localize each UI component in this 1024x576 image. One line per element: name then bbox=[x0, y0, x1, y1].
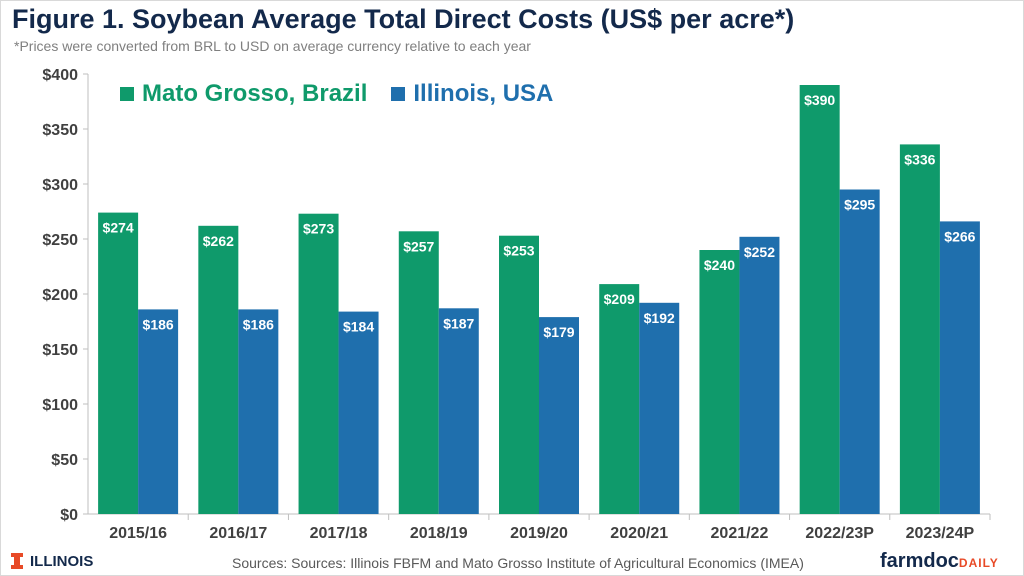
data-label-brazil: $240 bbox=[704, 257, 735, 273]
chart-legend: Mato Grosso, Brazil Illinois, USA bbox=[120, 80, 553, 108]
y-tick-label: $250 bbox=[42, 232, 78, 249]
chart-subtitle: *Prices were converted from BRL to USD o… bbox=[14, 38, 531, 54]
data-label-brazil: $390 bbox=[804, 92, 835, 108]
y-tick-label: $100 bbox=[42, 397, 78, 414]
x-tick-label: 2017/18 bbox=[310, 525, 368, 542]
chart-title: Figure 1. Soybean Average Total Direct C… bbox=[12, 4, 795, 34]
data-label-illinois: $266 bbox=[944, 228, 975, 244]
y-tick-label: $150 bbox=[42, 342, 78, 359]
bar-brazil bbox=[398, 231, 439, 515]
data-label-brazil: $274 bbox=[103, 220, 134, 236]
bar-brazil bbox=[98, 212, 139, 514]
data-label-illinois: $179 bbox=[543, 324, 574, 340]
y-tick-label: $200 bbox=[42, 287, 78, 304]
legend-label-brazil: Mato Grosso, Brazil bbox=[142, 80, 368, 107]
bar-illinois bbox=[739, 236, 780, 515]
bar-illinois bbox=[138, 309, 179, 514]
bar-brazil bbox=[599, 284, 640, 514]
bar-brazil bbox=[699, 250, 740, 514]
x-tick-label: 2019/20 bbox=[510, 525, 568, 542]
farmdoc-daily-logo: farmdocDAILY bbox=[880, 550, 999, 573]
y-tick-label: $300 bbox=[42, 177, 78, 194]
bar-illinois bbox=[338, 311, 379, 514]
bar-brazil bbox=[499, 235, 539, 514]
block-i-icon bbox=[11, 553, 23, 569]
data-label-brazil: $262 bbox=[203, 233, 234, 249]
bar-brazil bbox=[298, 213, 339, 514]
x-tick-label: 2016/17 bbox=[209, 525, 267, 542]
x-tick-label: 2021/22 bbox=[711, 525, 769, 542]
legend-item-illinois: Illinois, USA bbox=[391, 80, 553, 108]
y-tick-label: $0 bbox=[60, 507, 78, 524]
bar-illinois bbox=[839, 189, 880, 514]
data-label-illinois: $186 bbox=[143, 316, 174, 332]
y-tick-label: $350 bbox=[42, 122, 78, 139]
bar-illinois bbox=[939, 221, 980, 514]
data-label-illinois: $184 bbox=[343, 319, 374, 335]
bar-illinois bbox=[539, 317, 579, 514]
brand-small-text: DAILY bbox=[958, 556, 999, 570]
data-label-illinois: $187 bbox=[443, 315, 474, 331]
source-note: Sources: Sources: Illinois FBFM and Mato… bbox=[232, 555, 804, 571]
data-label-illinois: $192 bbox=[644, 310, 675, 326]
bar-illinois bbox=[238, 309, 279, 514]
legend-swatch-brazil bbox=[120, 87, 134, 101]
bar-brazil bbox=[799, 85, 840, 514]
y-tick-label: $400 bbox=[42, 67, 78, 84]
legend-swatch-illinois bbox=[391, 87, 406, 101]
brand-main-text: farmdoc bbox=[880, 550, 959, 572]
data-label-brazil: $273 bbox=[303, 221, 334, 237]
data-label-brazil: $336 bbox=[904, 151, 935, 167]
x-tick-label: 2020/21 bbox=[610, 525, 668, 542]
data-label-illinois: $186 bbox=[243, 316, 274, 332]
data-label-illinois: $252 bbox=[744, 244, 775, 260]
bar-brazil bbox=[198, 225, 239, 515]
data-label-illinois: $295 bbox=[844, 197, 875, 213]
chart-axes: $0 $50 $100 $150 $200 $250 $300 $350 $400 bbox=[42, 67, 991, 524]
illinois-logo: ILLINOIS bbox=[10, 552, 93, 570]
legend-label-illinois: Illinois, USA bbox=[413, 80, 554, 107]
x-tick-label: 2018/19 bbox=[410, 525, 468, 542]
bar-illinois bbox=[639, 302, 680, 514]
data-label-brazil: $209 bbox=[604, 291, 635, 307]
x-tick-label: 2023/24P bbox=[906, 525, 975, 542]
chart-bars bbox=[98, 85, 980, 515]
x-tick-label: 2022/23P bbox=[805, 525, 874, 542]
y-tick-label: $50 bbox=[51, 452, 78, 469]
chart-labels: 2015/16 $274 $186 2016/17 $262 $186 2017/18 $27… bbox=[103, 92, 976, 542]
x-tick-label: 2015/16 bbox=[109, 525, 167, 542]
data-label-brazil: $253 bbox=[503, 243, 534, 259]
bar-brazil bbox=[899, 144, 940, 514]
bar-illinois bbox=[438, 308, 479, 514]
legend-item-brazil: Mato Grosso, Brazil bbox=[120, 80, 367, 108]
illinois-logo-text: ILLINOIS bbox=[30, 552, 94, 570]
data-label-brazil: $257 bbox=[403, 238, 434, 254]
